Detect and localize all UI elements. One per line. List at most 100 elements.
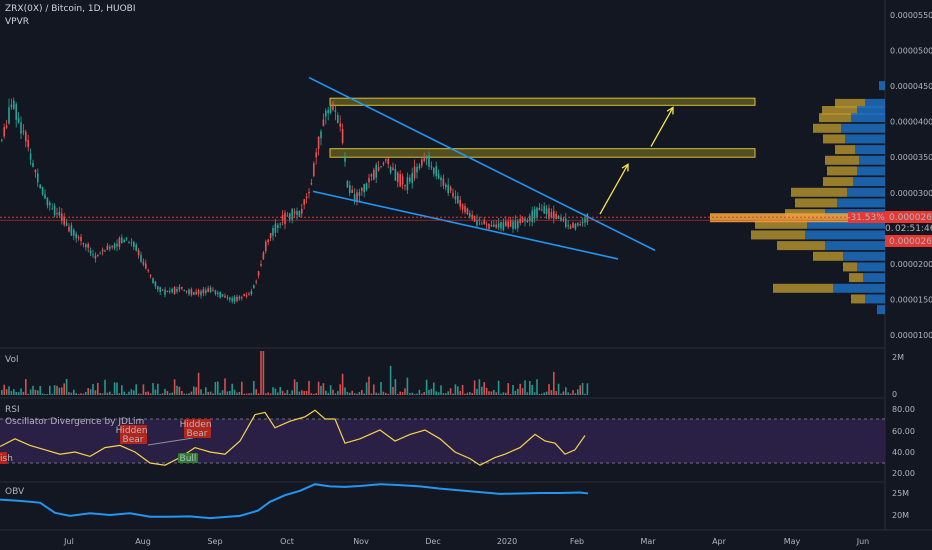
candle-body	[99, 253, 101, 255]
candle-body	[238, 296, 241, 299]
candle-body	[320, 131, 322, 139]
candle-body	[159, 287, 161, 292]
volume-bar	[454, 384, 457, 395]
vpvr-bar-down	[823, 177, 853, 187]
candle-body	[447, 184, 449, 194]
volume-bar	[39, 385, 41, 395]
volume-bar	[200, 389, 202, 395]
volume-bar	[344, 387, 346, 395]
volume-bar	[394, 379, 397, 395]
volume-bar	[485, 387, 488, 395]
candle-body	[245, 295, 248, 297]
candle-body	[293, 211, 296, 214]
target-arrows[interactable]	[599, 106, 674, 215]
volume-bar	[70, 392, 73, 395]
volume-bar	[473, 380, 476, 395]
volume-bar	[353, 393, 356, 395]
candle-body	[481, 223, 483, 225]
candle-body	[495, 224, 497, 228]
candle-body	[454, 196, 457, 200]
volume-bar	[8, 386, 10, 395]
volume-bar	[147, 391, 149, 395]
candle-body	[428, 155, 430, 167]
candle-body	[308, 191, 310, 194]
candle-body	[70, 225, 73, 236]
volume-bar	[421, 393, 423, 395]
candle-body	[394, 169, 397, 181]
volume-bar	[387, 393, 389, 395]
volume-bar	[125, 393, 128, 395]
volume-bar	[137, 393, 140, 395]
volume-bar	[553, 371, 555, 395]
candle-body	[327, 109, 329, 114]
candle-body	[440, 177, 442, 181]
volume-bar	[471, 392, 473, 395]
volume-bar	[226, 391, 229, 395]
candle-body	[310, 182, 313, 185]
candle-body	[557, 215, 560, 219]
candle-body	[526, 220, 529, 223]
candle-body	[298, 210, 301, 218]
volume-bar	[401, 392, 404, 395]
time-axis-label: Dec	[425, 537, 440, 546]
candle-body	[44, 194, 46, 199]
candle-body	[1, 139, 3, 141]
candle-body	[346, 181, 349, 188]
candle-body	[171, 288, 173, 293]
volume-bar	[533, 392, 536, 395]
vpvr-indicator-label[interactable]: VPVR	[5, 17, 29, 27]
volume-bar	[502, 392, 505, 395]
candle-body	[289, 213, 291, 220]
symbol-title[interactable]: ZRX(0X) / Bitcoin, 1D, HUOBI	[5, 4, 136, 14]
volume-bar	[49, 385, 51, 395]
volume-bar	[555, 391, 557, 395]
resistance-zones[interactable]	[329, 97, 756, 158]
time-axis-label: Jul	[63, 537, 74, 546]
volume-bar	[447, 391, 449, 395]
trendlines[interactable]	[308, 76, 656, 260]
volume-bar	[106, 392, 109, 395]
volume-bar	[404, 388, 406, 395]
vpvr-bar-down	[813, 123, 841, 133]
candle-body	[406, 177, 409, 190]
volume-bar	[195, 387, 197, 395]
candle-body	[483, 219, 485, 225]
time-axis[interactable]: Jul Aug Sep Oct Nov Dec 2020 Feb Mar Apr May Jun	[63, 537, 869, 546]
candle-body	[101, 249, 104, 252]
volume-bar	[157, 383, 159, 395]
candle-body	[332, 103, 334, 110]
candle-body	[65, 222, 68, 226]
candle-body	[517, 221, 519, 229]
vpvr-bar-up	[865, 294, 885, 304]
candle-body	[20, 122, 22, 134]
candle-body	[92, 254, 94, 256]
time-axis-label: Oct	[280, 537, 294, 546]
volume-bar	[377, 393, 380, 395]
volume-bar	[113, 382, 116, 395]
change-badge: -31.53%	[847, 213, 885, 223]
candle-body	[58, 211, 61, 216]
vpvr-bar-down	[751, 230, 805, 240]
hidden-bear-label-1-line1: Hidden	[116, 426, 148, 436]
volume-bar	[188, 393, 190, 395]
time-axis-label: Apr	[712, 537, 727, 546]
candle-body	[224, 295, 226, 298]
vpvr-bar-up	[825, 241, 885, 251]
volume-bar	[409, 393, 411, 395]
resistance-zone	[329, 97, 756, 106]
candle-body	[207, 288, 209, 292]
candle-body	[233, 296, 236, 302]
volume-bar	[135, 384, 137, 395]
countdown: 02:51:46	[895, 224, 932, 234]
candle-body	[459, 199, 461, 207]
candle-body	[507, 221, 509, 228]
candle-body	[442, 178, 445, 186]
candle-body	[370, 174, 373, 177]
candle-body	[5, 125, 8, 128]
volume-bar	[329, 385, 332, 395]
volume-bar	[140, 393, 142, 395]
candle-body	[205, 290, 207, 293]
